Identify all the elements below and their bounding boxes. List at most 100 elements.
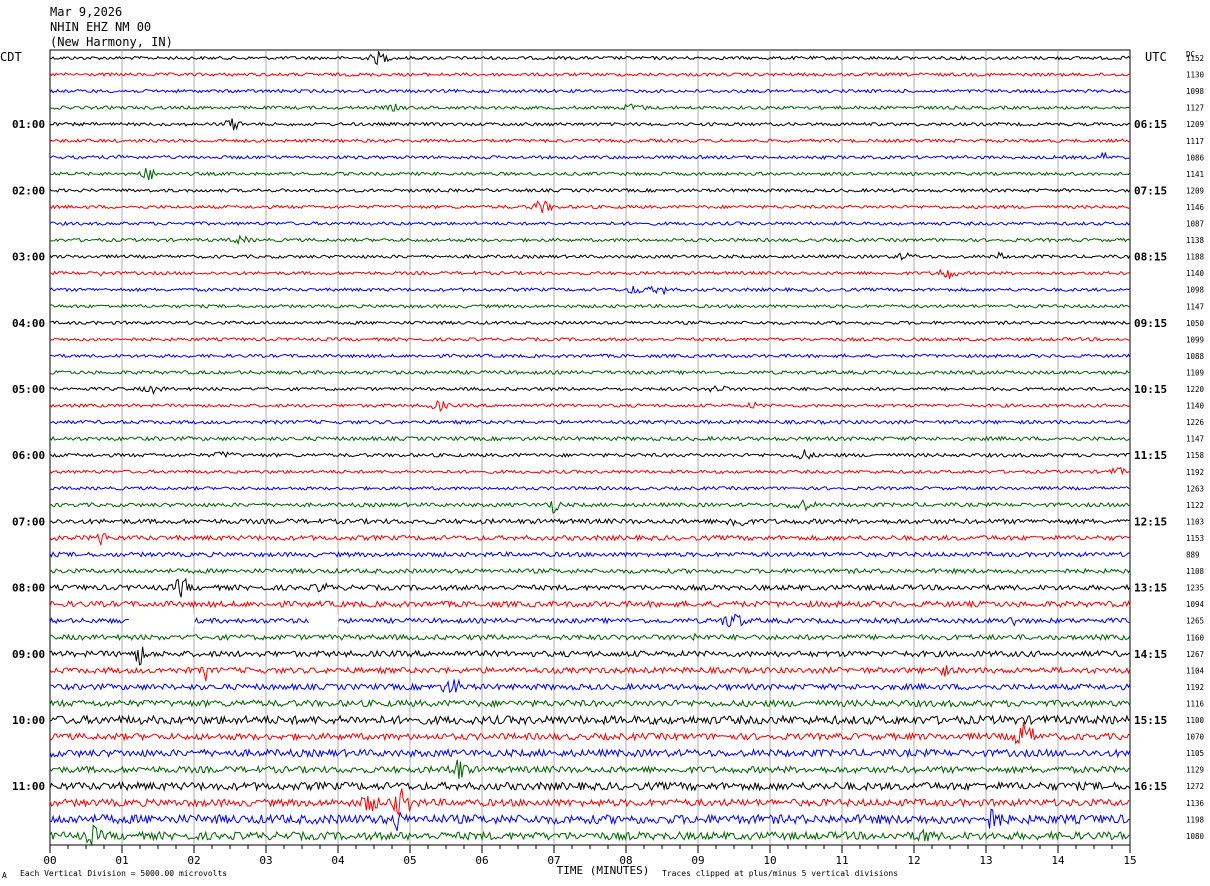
trace-row-2 xyxy=(49,88,1131,94)
dc-offset-value: 1272 xyxy=(1186,782,1204,791)
x-tick-label: 15 xyxy=(1123,854,1136,867)
station-code: NHIN EHZ NM 00 xyxy=(50,20,151,34)
trace-row-36 xyxy=(49,646,1131,666)
trace-row-23 xyxy=(49,435,1131,442)
minute-gridlines xyxy=(121,50,1059,845)
x-axis-title: TIME (MINUTES) xyxy=(557,864,650,877)
local-hour-label: 07:00 xyxy=(12,515,45,528)
dc-offset-value: 1104 xyxy=(1186,666,1205,675)
data-gaps xyxy=(129,614,338,627)
local-hour-labels: 01:00 02:00 03:00 04:00 05:00 06:00 07:00 08:00… xyxy=(12,118,45,793)
x-tick-label: 09 xyxy=(691,854,704,867)
trace-row-15 xyxy=(49,303,1131,309)
dc-offset-value: 1105 xyxy=(1186,749,1204,758)
scale-note: Each Vertical Division = 5000.00 microvo… xyxy=(20,869,227,878)
local-hour-label: 02:00 xyxy=(12,184,45,197)
dc-offset-value: 1235 xyxy=(1186,584,1204,593)
dc-offset-value: 1087 xyxy=(1186,220,1204,229)
dc-offset-value: 1226 xyxy=(1186,418,1205,427)
utc-hour-label: 09:15 xyxy=(1134,317,1167,330)
trace-row-47 xyxy=(49,824,1131,846)
dc-label: DC xyxy=(1186,50,1195,59)
utc-hour-label: 14:15 xyxy=(1134,648,1167,661)
local-hour-label: 01:00 xyxy=(12,118,45,131)
utc-hour-label: 11:15 xyxy=(1134,449,1167,462)
dc-offset-value: 1140 xyxy=(1186,402,1205,411)
dc-offset-value: 1198 xyxy=(1186,815,1205,824)
dc-offset-value: 1192 xyxy=(1186,683,1204,692)
x-tick-label: 14 xyxy=(1051,854,1065,867)
plot-frame xyxy=(49,49,1131,846)
local-hour-label: 04:00 xyxy=(12,317,45,330)
utc-hour-label: 10:15 xyxy=(1134,383,1167,396)
dc-offset-value: 1129 xyxy=(1186,766,1204,775)
trace-row-41 xyxy=(49,722,1131,746)
trace-row-17 xyxy=(49,336,1131,342)
local-hour-label: 10:00 xyxy=(12,714,45,727)
dc-offset-value: 1188 xyxy=(1186,253,1205,262)
dc-offset-value: 1152 xyxy=(1186,54,1204,63)
trace-row-27 xyxy=(49,498,1131,514)
right-timezone-label: UTC xyxy=(1145,50,1167,64)
utc-hour-label: 16:15 xyxy=(1134,780,1167,793)
dc-offset-value: 1147 xyxy=(1186,302,1204,311)
dc-offset-value: 1070 xyxy=(1186,733,1205,742)
trace-row-9 xyxy=(49,200,1131,214)
trace-row-4 xyxy=(49,118,1131,131)
station-location: (New Harmony, IN) xyxy=(50,35,173,49)
dc-offset-value: 1099 xyxy=(1186,335,1204,344)
trace-row-16 xyxy=(49,320,1131,326)
utc-hour-label: 15:15 xyxy=(1134,714,1167,727)
x-tick-label: 03 xyxy=(259,854,272,867)
gap-1 xyxy=(309,614,338,627)
x-tick-label: 10 xyxy=(763,854,776,867)
trace-row-34 xyxy=(49,613,1131,628)
trace-row-19 xyxy=(49,369,1131,376)
dc-offset-value: 1117 xyxy=(1186,137,1204,146)
trace-row-21 xyxy=(49,399,1131,413)
dc-offset-value: 1220 xyxy=(1186,385,1205,394)
trace-row-11 xyxy=(49,234,1131,246)
trace-row-35 xyxy=(49,632,1131,642)
dc-offset-value: 1138 xyxy=(1186,236,1205,245)
trace-row-44 xyxy=(49,780,1131,792)
utc-hour-labels: 06:15 07:15 08:15 09:15 10:15 11:15 12:15 13:15… xyxy=(1134,118,1167,793)
trace-row-32 xyxy=(49,577,1131,598)
trace-row-5 xyxy=(49,138,1131,144)
trace-row-43 xyxy=(49,759,1131,779)
dc-offset-value: 1209 xyxy=(1186,186,1204,195)
corner-mark: A xyxy=(2,871,7,880)
trace-row-28 xyxy=(49,517,1131,528)
dc-offset-value: 1098 xyxy=(1186,87,1205,96)
local-hour-label: 08:00 xyxy=(12,582,45,595)
trace-row-25 xyxy=(49,466,1131,476)
trace-row-1 xyxy=(49,72,1131,78)
utc-hour-label: 07:15 xyxy=(1134,184,1167,197)
dc-offset-value: 1158 xyxy=(1186,451,1205,460)
x-tick-label: 12 xyxy=(907,854,920,867)
trace-row-33 xyxy=(49,599,1131,609)
trace-row-40 xyxy=(50,714,1131,726)
x-tick-label: 01 xyxy=(115,854,128,867)
dc-offset-value: 1136 xyxy=(1186,799,1205,808)
dc-offset-value: 1153 xyxy=(1186,534,1204,543)
x-tick-label: 13 xyxy=(979,854,992,867)
trace-row-30 xyxy=(49,551,1131,558)
dc-offset-value: 1098 xyxy=(1186,286,1205,295)
dc-offset-value: 1265 xyxy=(1186,617,1204,626)
dc-offset-value: 1122 xyxy=(1186,501,1204,510)
plot-date: Mar 9,2026 xyxy=(50,5,122,19)
dc-offset-value: 1140 xyxy=(1186,269,1205,278)
trace-row-22 xyxy=(49,419,1131,425)
trace-row-3 xyxy=(49,103,1131,112)
trace-row-18 xyxy=(49,353,1131,359)
dc-offset-value: 1146 xyxy=(1186,203,1205,212)
x-tick-label: 11 xyxy=(835,854,848,867)
trace-row-45 xyxy=(49,788,1131,816)
dc-offset-value: 1160 xyxy=(1186,633,1205,642)
dc-offset-value: 1263 xyxy=(1186,484,1204,493)
x-tick-label: 04 xyxy=(331,854,345,867)
x-tick-label: 02 xyxy=(187,854,200,867)
dc-offset-value: 1050 xyxy=(1186,319,1205,328)
dc-offset-value: 1103 xyxy=(1186,517,1204,526)
